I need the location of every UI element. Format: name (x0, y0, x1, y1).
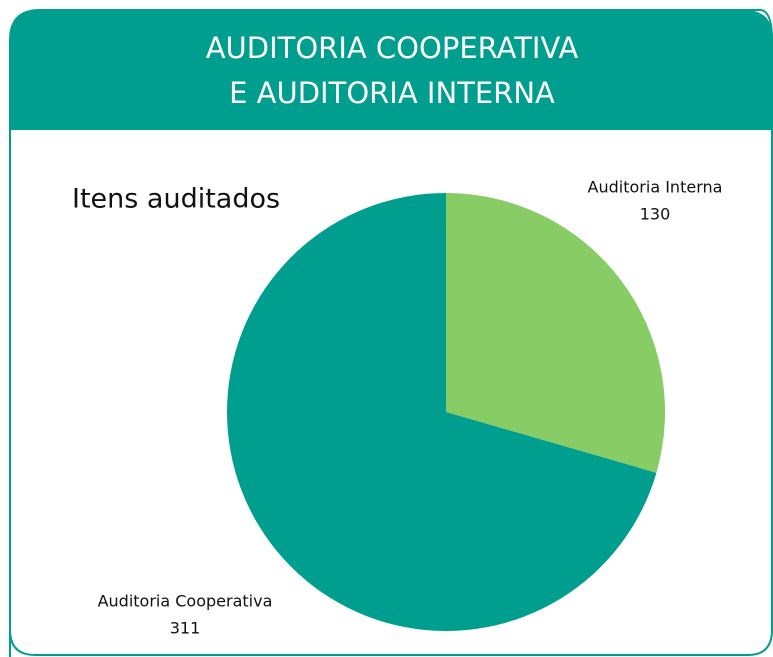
pie (226, 193, 665, 631)
header-title-line: E AUDITORIA INTERNA (229, 76, 555, 110)
slice-label-name: Auditoria Cooperativa (98, 592, 273, 611)
slice-label-value: 311 (170, 619, 201, 638)
pie-slice (446, 193, 665, 473)
header-title-line: AUDITORIA COOPERATIVA (206, 31, 579, 65)
pie-slice (226, 193, 657, 631)
slice-label-name: Auditoria Interna (588, 178, 723, 197)
header-band (10, 10, 773, 130)
slice-label-value: 130 (640, 205, 671, 224)
chart-title: Itens auditados (72, 184, 280, 215)
